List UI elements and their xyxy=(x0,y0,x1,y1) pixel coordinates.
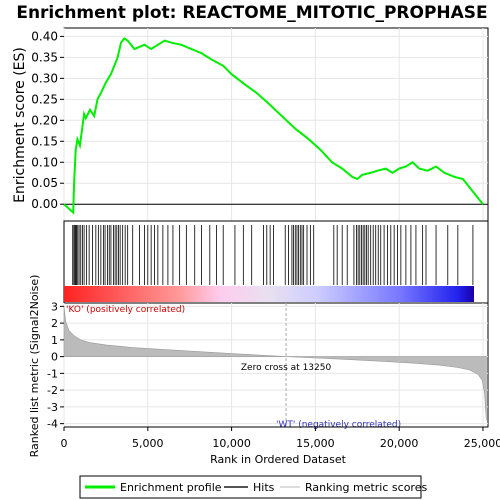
legend-profile-label: Enrichment profile xyxy=(120,481,222,494)
es-y-tick-label: 0.40 xyxy=(31,29,58,43)
es-y-tick-label: 0.10 xyxy=(31,155,58,169)
ranking-heatmap-bar xyxy=(64,286,474,302)
positive-correlation-label: 'KO' (positively correlated) xyxy=(66,305,185,315)
zero-cross-label: Zero cross at 13250 xyxy=(241,363,332,373)
es-y-tick-label: 0.15 xyxy=(31,134,58,148)
metric-y-tick-label: 0 xyxy=(51,351,58,364)
x-tick-label: 5,000 xyxy=(132,437,164,450)
x-tick-label: 25,000 xyxy=(464,437,500,450)
es-y-axis-label: Enrichment score (ES) xyxy=(12,47,28,203)
es-y-tick-label: 0.20 xyxy=(31,113,58,127)
x-tick-label: 20,000 xyxy=(380,437,419,450)
metric-y-tick-label: -3 xyxy=(47,401,58,414)
x-tick-label: 10,000 xyxy=(212,437,251,450)
legend xyxy=(79,475,422,499)
x-tick-label: 0 xyxy=(61,437,68,450)
es-y-tick-label: 0.30 xyxy=(31,71,58,85)
es-y-tick-label: 0.05 xyxy=(31,176,58,190)
es-y-tick-label: 0.25 xyxy=(31,92,58,106)
es-y-tick-label: 0.00 xyxy=(31,197,58,211)
enrichment-profile-line xyxy=(63,37,484,215)
metric-y-tick-label: 2 xyxy=(51,317,58,330)
metric-y-tick-label: 3 xyxy=(51,300,58,313)
legend-metric-label: Ranking metric scores xyxy=(305,481,427,494)
es-y-tick-label: 0.35 xyxy=(31,50,58,64)
metric-y-axis: -4 -3 -2 -1 0 1 2 3 xyxy=(47,300,64,431)
ranking-metric-area xyxy=(63,306,487,421)
metric-y-tick-label: 1 xyxy=(51,334,58,347)
negative-correlation-label: 'WT' (negatively correlated) xyxy=(276,420,401,430)
x-axis-label: Rank in Ordered Dataset xyxy=(210,453,347,466)
gene-hit-marks xyxy=(72,225,474,285)
metric-y-tick-label: -1 xyxy=(47,367,58,380)
chart-title: Enrichment plot: REACTOME_MITOTIC_PROPHA… xyxy=(16,3,487,23)
legend-hits-label: Hits xyxy=(253,481,275,494)
metric-y-tick-label: -4 xyxy=(47,418,58,431)
es-panel-frame xyxy=(63,27,489,222)
metric-y-axis-label: Ranked list metric (Signal2Noise) xyxy=(28,275,41,458)
x-axis: 0 5,000 10,000 15,000 20,000 25,000 xyxy=(61,426,500,450)
es-y-axis: 0.00 0.05 0.10 0.15 0.20 0.25 0.30 0.35 0.40 xyxy=(31,29,64,211)
metric-y-tick-label: -2 xyxy=(47,384,58,397)
x-tick-label: 15,000 xyxy=(296,437,335,450)
